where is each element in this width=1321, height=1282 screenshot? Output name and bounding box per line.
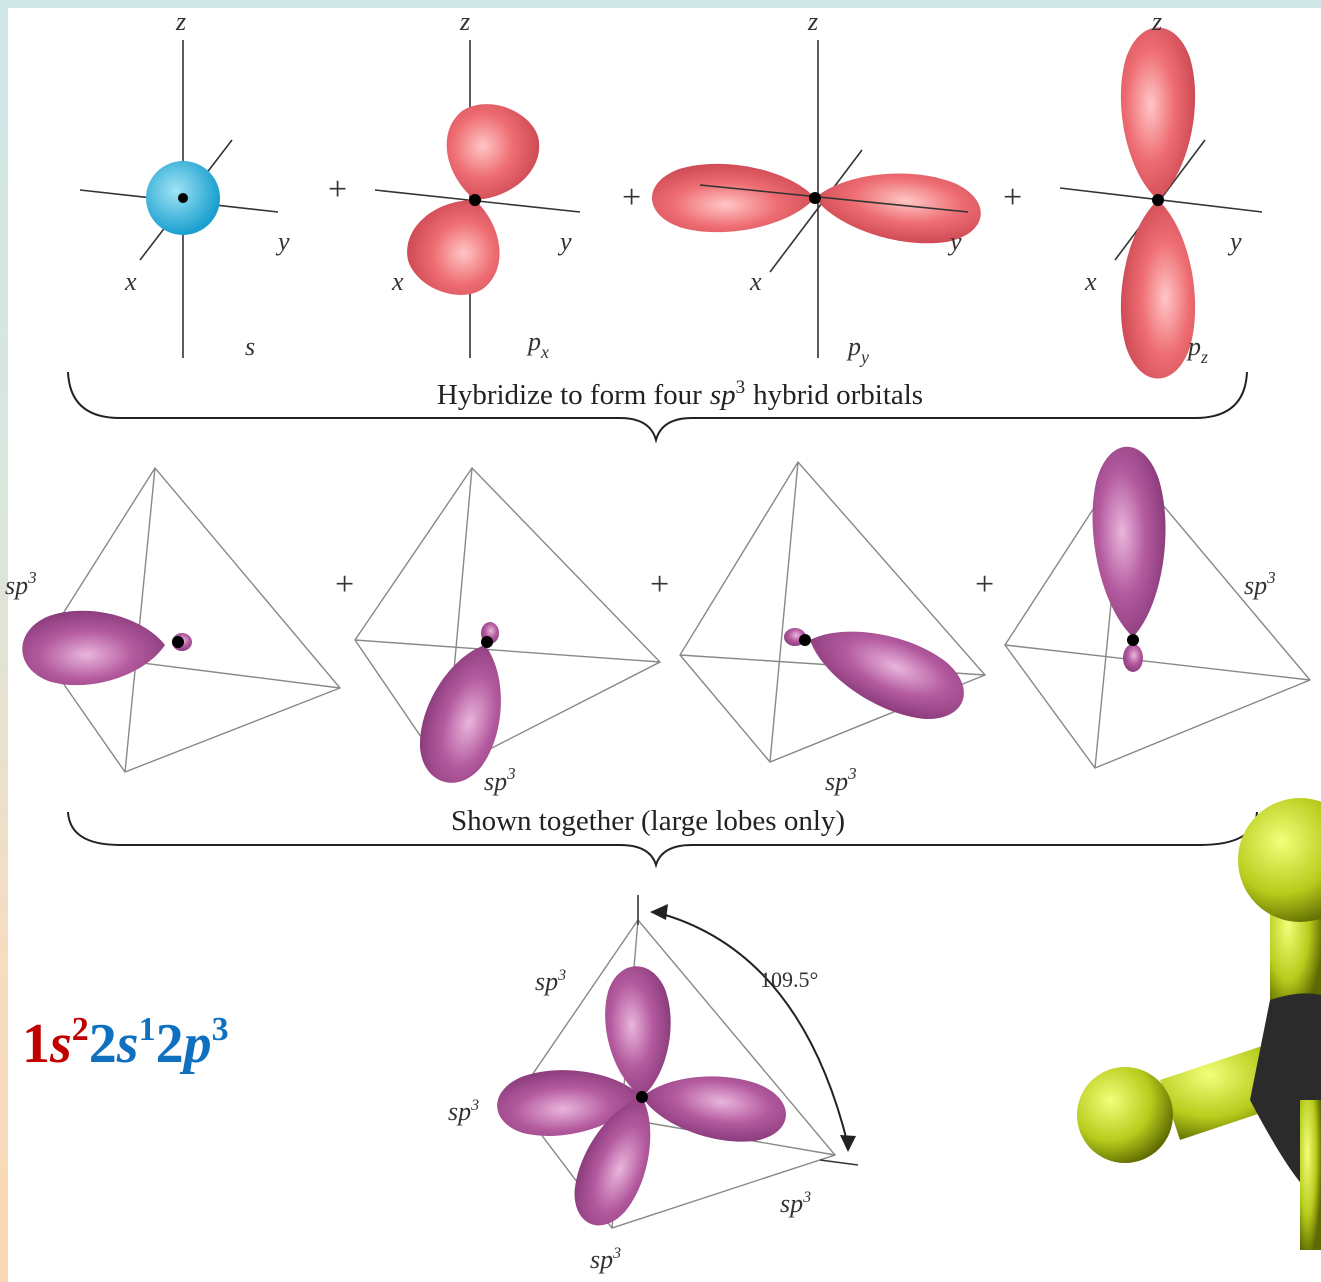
label: p (180, 1013, 212, 1075)
label: 3 (27, 568, 37, 587)
label: sp (590, 1245, 613, 1274)
label: + (975, 566, 994, 603)
label: y (947, 227, 962, 256)
label: x (749, 267, 762, 296)
label: x (540, 342, 549, 362)
label: + (650, 566, 669, 603)
label: 1 (139, 1011, 156, 1048)
shape (1077, 1067, 1173, 1163)
label: y (859, 347, 869, 367)
shape (1127, 634, 1139, 646)
label: z (1151, 7, 1162, 36)
label: x (391, 267, 404, 296)
shape (799, 634, 811, 646)
label: sp (5, 571, 28, 600)
diagram: z x y s + z x y px + z x y py + z x (0, 0, 1321, 1282)
label: z (807, 7, 818, 36)
label: p (1186, 332, 1201, 361)
shape (481, 636, 493, 648)
shape (469, 194, 481, 206)
label: Hybridize to form four (437, 379, 702, 411)
shape (1123, 644, 1143, 672)
label: + (328, 171, 347, 208)
label: s (245, 332, 255, 361)
label: 2 (89, 1013, 117, 1075)
shape (809, 192, 821, 204)
label: 3 (557, 967, 566, 984)
label: y (275, 227, 290, 256)
shape (1300, 1100, 1321, 1250)
shape (172, 636, 184, 648)
shape (1152, 194, 1164, 206)
label: z (175, 7, 186, 36)
caption: Shown together (large lobes only) (451, 805, 845, 837)
label: sp (448, 1097, 471, 1126)
label: z (459, 7, 470, 36)
label: x (1084, 267, 1097, 296)
label: x (124, 267, 137, 296)
label: sp (825, 767, 848, 796)
label: 3 (612, 1245, 621, 1262)
label: s (116, 1013, 139, 1075)
label: y (557, 227, 572, 256)
label: 3 (1266, 568, 1276, 587)
label: y (1227, 227, 1242, 256)
label: 3 (736, 377, 746, 398)
label: + (622, 179, 641, 216)
electron-config: 1s22s12p3 (22, 1011, 229, 1075)
label: 109.5° (760, 967, 818, 992)
label: 3 (506, 764, 516, 783)
label: hybrid orbitals (753, 379, 923, 411)
label: 3 (470, 1097, 479, 1114)
label: + (1003, 179, 1022, 216)
label: 2 (156, 1013, 184, 1075)
shape (178, 193, 188, 203)
label: p (846, 332, 861, 361)
label: 3 (212, 1011, 229, 1048)
label: 2 (72, 1011, 89, 1048)
label: sp (1244, 571, 1267, 600)
label: 3 (847, 764, 857, 783)
shape (636, 1091, 648, 1103)
label: sp (484, 767, 507, 796)
label: 1 (22, 1013, 50, 1075)
label: p (526, 327, 541, 356)
label: + (335, 566, 354, 603)
label: sp (780, 1189, 803, 1218)
label: s (49, 1013, 72, 1075)
label: 3 (802, 1189, 811, 1206)
label: sp (535, 967, 558, 996)
label: z (1200, 347, 1208, 367)
page: z x y s + z x y px + z x y py + z x (0, 0, 1321, 1282)
label: sp (710, 379, 736, 411)
